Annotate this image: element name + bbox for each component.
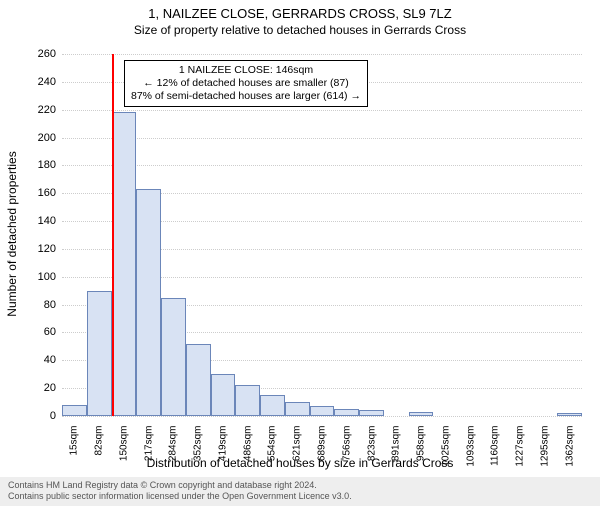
y-tick-label: 100 [38, 271, 62, 283]
y-tick-label: 180 [38, 159, 62, 171]
y-tick-label: 240 [38, 76, 62, 88]
gridline [62, 165, 582, 166]
annotation-box: 1 NAILZEE CLOSE: 146sqm ← 12% of detache… [124, 60, 368, 107]
histogram-bar [87, 291, 112, 416]
annotation-line1: 1 NAILZEE CLOSE: 146sqm [131, 64, 361, 77]
histogram-bar [285, 402, 310, 416]
histogram-bar [409, 412, 434, 416]
attribution-footer: Contains HM Land Registry data © Crown c… [0, 477, 600, 506]
chart-title: 1, NAILZEE CLOSE, GERRARDS CROSS, SL9 7L… [0, 6, 600, 21]
histogram-bar [260, 395, 285, 416]
footer-line1: Contains HM Land Registry data © Crown c… [8, 480, 592, 491]
annotation-line3: 87% of semi-detached houses are larger (… [131, 90, 361, 103]
gridline [62, 54, 582, 55]
x-axis-label: Distribution of detached houses by size … [0, 456, 600, 470]
y-tick-label: 40 [44, 354, 62, 366]
gridline [62, 138, 582, 139]
y-tick-label: 120 [38, 243, 62, 255]
y-tick-label: 220 [38, 104, 62, 116]
footer-line2: Contains public sector information licen… [8, 491, 592, 502]
chart-plot-area: 02040608010012014016018020022024026015sq… [62, 54, 582, 416]
histogram-bar [186, 344, 211, 416]
y-tick-label: 20 [44, 382, 62, 394]
marker-line [112, 54, 114, 416]
histogram-bar [62, 405, 87, 416]
histogram-bar [235, 385, 260, 416]
annotation-line2: ← 12% of detached houses are smaller (87… [131, 77, 361, 90]
y-tick-label: 260 [38, 48, 62, 60]
x-tick-label: 82sqm [94, 426, 105, 456]
histogram-bar [310, 406, 335, 416]
y-tick-label: 80 [44, 299, 62, 311]
gridline [62, 416, 582, 417]
x-tick-label: 15sqm [69, 426, 80, 456]
chart-subtitle: Size of property relative to detached ho… [0, 23, 600, 37]
histogram-bar [211, 374, 236, 416]
y-axis-label: Number of detached properties [5, 151, 19, 316]
histogram-bar [359, 410, 384, 416]
y-tick-label: 200 [38, 132, 62, 144]
histogram-bar [136, 189, 161, 416]
histogram-bar [557, 413, 582, 416]
histogram-bar [161, 298, 186, 416]
y-tick-label: 60 [44, 326, 62, 338]
y-tick-label: 140 [38, 215, 62, 227]
histogram-bar [334, 409, 359, 416]
y-tick-label: 0 [50, 410, 62, 422]
histogram-bar [112, 112, 137, 416]
y-tick-label: 160 [38, 187, 62, 199]
gridline [62, 110, 582, 111]
